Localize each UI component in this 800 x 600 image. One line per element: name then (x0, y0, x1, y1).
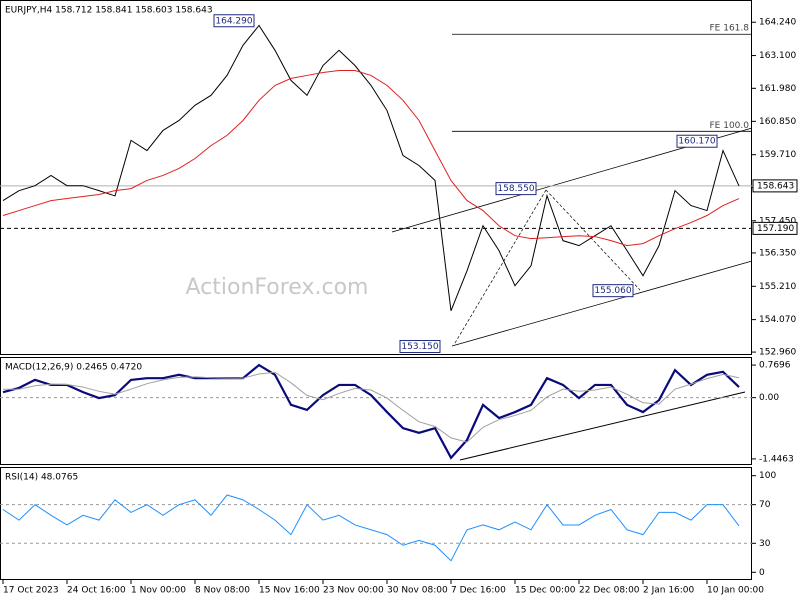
y-tick-label: 100 (759, 471, 776, 481)
y-tick-label: 160.850 (759, 117, 796, 127)
x-tick-label: 30 Nov 08:00 (387, 586, 448, 596)
x-tick-label: 10 Jan 00:00 (707, 586, 764, 596)
price-annotation: 158.550 (497, 184, 534, 194)
price-annotation-box (213, 14, 255, 28)
price-annotation: 160.170 (678, 137, 715, 147)
y-tick-label: 156.350 (759, 248, 796, 258)
watermark: ActionForex.com (186, 275, 369, 300)
panel-frame (0, 0, 752, 355)
channel-lower (451, 260, 753, 347)
y-tick-label: -1.4463 (759, 454, 794, 464)
y-tick-label: 30 (759, 539, 771, 549)
panel-frame (0, 357, 752, 465)
price-annotation: 155.060 (594, 286, 631, 296)
series-line (2, 24, 740, 312)
x-tick-label: 24 Oct 16:00 (67, 586, 126, 596)
y-tick-label: 155.210 (759, 282, 796, 292)
price-annotation: 153.150 (401, 342, 438, 352)
y-tick-label: 163.100 (759, 51, 796, 61)
series-line (3, 371, 740, 443)
y-tick-label: 152.960 (759, 348, 796, 358)
price-annotation: 164.290 (215, 16, 252, 26)
price-label: 158.643 (757, 181, 794, 191)
y-tick-label: 70 (759, 500, 771, 510)
series-line (2, 69, 740, 247)
x-tick-label: 8 Nov 08:00 (195, 586, 250, 596)
x-tick-label: 15 Dec 00:00 (515, 586, 576, 596)
x-tick-label: 2 Jan 16:00 (643, 586, 695, 596)
panel-title: RSI(14) 48.0765 (5, 473, 78, 483)
price-label: 157.190 (757, 224, 794, 234)
y-tick-label: 0.00 (759, 393, 779, 403)
x-tick-label: 7 Dec 16:00 (451, 586, 506, 596)
y-tick-label: 161.980 (759, 84, 796, 94)
series-line (2, 363, 740, 460)
panel-frame (0, 467, 752, 580)
y-tick-label: 159.710 (759, 150, 796, 160)
y-tick-label: 154.070 (759, 315, 796, 325)
price-annotation-box (676, 134, 718, 148)
x-tick-label: 15 Nov 16:00 (259, 586, 320, 596)
panel-title: EURJPY,H4 158.712 158.841 158.603 158.64… (5, 6, 213, 16)
price-label-box (752, 179, 798, 193)
fe-label: FE 100.0 (710, 121, 750, 131)
fe-label: FE 161.8 (710, 24, 750, 34)
x-tick-label: 23 Nov 00:00 (323, 586, 384, 596)
y-tick-label: 0 (759, 568, 765, 578)
price-label-box (752, 221, 798, 235)
x-tick-label: 22 Dec 08:00 (579, 586, 640, 596)
macd-trend-line (459, 391, 746, 461)
panel-title: MACD(12,26,9) 0.2465 0.4720 (5, 363, 142, 373)
y-tick-label: 157.450 (759, 216, 796, 226)
price-annotation-box (399, 340, 441, 354)
y-tick-label: 164.240 (759, 18, 796, 28)
x-tick-label: 17 Oct 2023 (3, 586, 59, 596)
y-tick-label: 0.7696 (759, 361, 791, 371)
series-line (2, 494, 740, 562)
price-annotation-box (592, 284, 634, 298)
price-annotation-box (495, 182, 537, 196)
x-tick-label: 1 Nov 00:00 (131, 586, 186, 596)
wave-line (545, 189, 641, 291)
